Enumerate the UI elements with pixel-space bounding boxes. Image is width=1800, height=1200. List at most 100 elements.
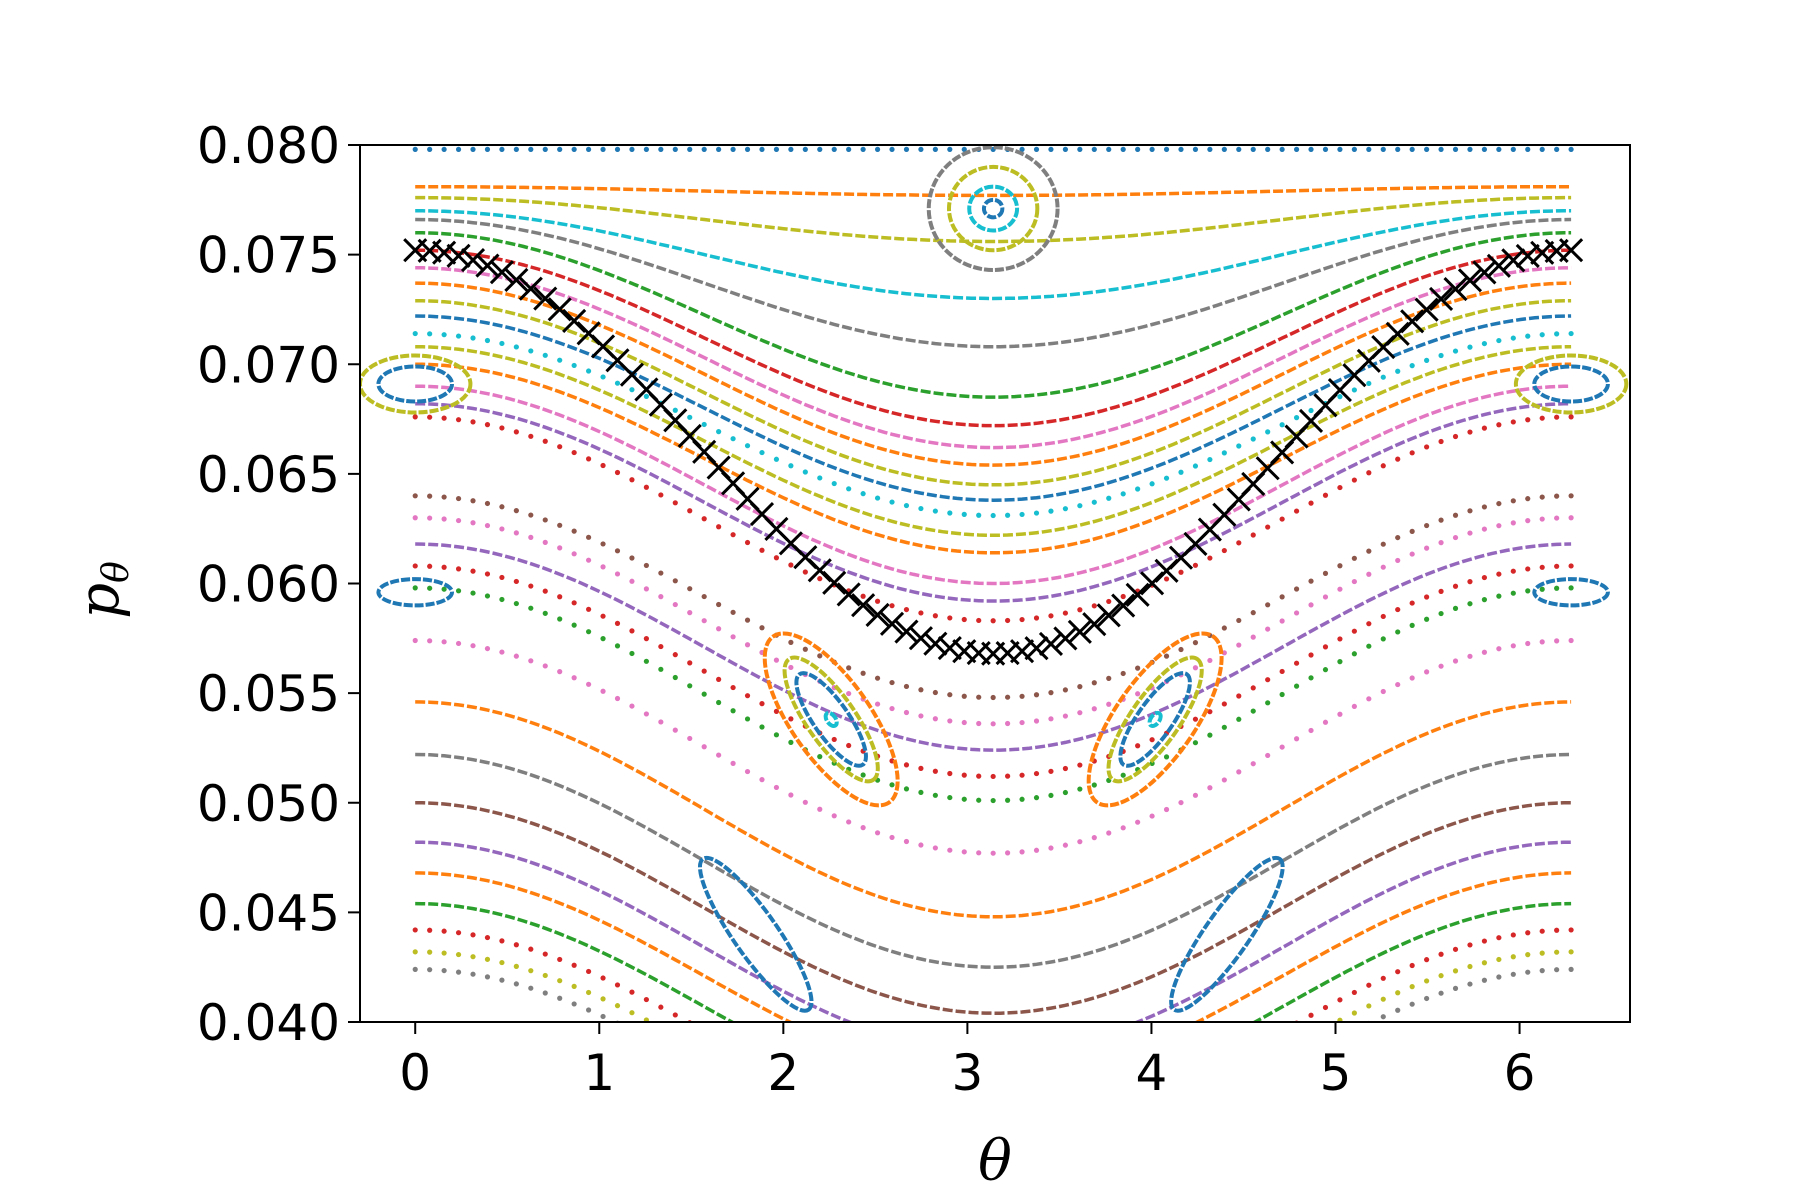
orbit-point <box>773 708 780 714</box>
orbit-point <box>614 548 621 554</box>
orbit-point <box>1322 594 1329 600</box>
orbit-point <box>542 610 548 616</box>
orbit-point <box>1395 534 1401 541</box>
orbit-point <box>1481 649 1488 655</box>
orbit-point <box>976 720 982 727</box>
orbit-point <box>1351 387 1357 393</box>
orbit-point <box>1178 469 1184 475</box>
orbit-point <box>1063 1121 1068 1126</box>
separatrix-marker <box>1067 619 1092 644</box>
orbit-point <box>643 586 649 592</box>
orbit-point <box>1438 951 1444 957</box>
orbit-point <box>441 639 447 645</box>
orbit-point <box>427 515 433 521</box>
orbit-curve <box>415 209 1572 301</box>
orbit-point <box>614 146 621 152</box>
orbit-point <box>614 695 621 702</box>
orbit-point <box>1236 1052 1241 1057</box>
orbit-point <box>1091 499 1097 505</box>
orbit-point <box>600 1013 606 1020</box>
orbit-point <box>1221 450 1227 456</box>
x-tick-label: 3 <box>951 1044 983 1102</box>
orbit-point <box>831 736 837 743</box>
orbit-point <box>962 1145 967 1150</box>
orbit-point <box>831 480 837 487</box>
orbit-point <box>1034 1144 1039 1149</box>
orbit-point <box>1467 146 1473 152</box>
orbit-point <box>1236 642 1242 648</box>
orbit-point <box>1510 498 1516 504</box>
orbit-point <box>1351 578 1357 585</box>
orbit-point <box>1149 1130 1154 1135</box>
orbit-point <box>1048 845 1054 851</box>
orbit-point <box>1308 146 1314 152</box>
y-axis-label-sub: θ <box>96 561 137 583</box>
orbit-point <box>427 949 433 955</box>
orbit-point <box>976 694 982 700</box>
orbit-point <box>860 825 866 831</box>
orbit-point <box>1106 830 1112 836</box>
orbit-point <box>1337 484 1343 491</box>
separatrix-marker <box>518 276 543 301</box>
separatrix-marker <box>1125 582 1150 607</box>
orbit-point <box>889 1132 894 1137</box>
orbit-point <box>817 1123 822 1128</box>
orbit-point <box>1380 374 1386 380</box>
orbit-point <box>1236 716 1242 722</box>
y-tick-label: 0.075 <box>197 227 340 285</box>
orbit-point <box>1525 952 1531 958</box>
orbit-point <box>1149 760 1155 767</box>
orbit-curve <box>415 401 1572 603</box>
orbit-point <box>513 530 519 536</box>
orbit-point <box>1452 146 1459 152</box>
orbit-point <box>1005 773 1011 779</box>
invariant-curves-layer <box>412 146 1574 1162</box>
orbit-point <box>918 146 924 152</box>
orbit-point <box>1481 960 1488 966</box>
orbit-point <box>1539 332 1545 338</box>
orbit-point <box>672 674 678 681</box>
orbit-point <box>1250 685 1256 691</box>
orbit-point <box>1265 626 1271 632</box>
x-tick-label: 5 <box>1320 1044 1352 1102</box>
orbit-point <box>701 146 707 152</box>
orbit-point <box>947 718 953 724</box>
orbit-point <box>1438 973 1444 979</box>
orbit-point <box>932 613 938 619</box>
orbit-point <box>1265 429 1271 435</box>
orbit-point <box>1539 415 1545 421</box>
orbit-point <box>441 494 447 500</box>
orbit-point <box>1163 806 1170 813</box>
orbit-point <box>773 555 780 561</box>
orbit-point <box>1135 1135 1140 1140</box>
orbit-point <box>1063 1157 1068 1162</box>
orbit-point <box>1048 508 1054 514</box>
orbit-point <box>672 407 678 413</box>
orbit-point <box>1568 966 1574 972</box>
orbit-point <box>817 475 823 481</box>
orbit-point <box>1265 700 1271 706</box>
orbit-point <box>1409 675 1415 681</box>
separatrix-marker <box>547 297 572 322</box>
separatrix-marker <box>504 267 529 292</box>
orbit-point <box>990 512 996 519</box>
orbit-point <box>1091 603 1097 609</box>
orbit-point <box>1554 493 1560 499</box>
orbit-point <box>1106 1145 1111 1150</box>
orbit-curve <box>415 344 1572 538</box>
orbit-point <box>744 539 751 546</box>
orbit-point <box>1481 574 1488 581</box>
orbit-point <box>455 951 462 958</box>
orbit-point <box>1092 1132 1097 1137</box>
orbit-point <box>1033 510 1040 516</box>
orbit-point <box>643 996 649 1003</box>
orbit-point <box>1221 701 1227 707</box>
orbit-point <box>1337 1017 1343 1022</box>
orbit-point <box>1250 634 1256 640</box>
orbit-point <box>614 380 621 386</box>
orbit-curve <box>415 281 1572 467</box>
orbit-point <box>1568 949 1574 955</box>
x-tick-label: 2 <box>767 1044 799 1102</box>
orbit-point <box>730 634 736 640</box>
orbit-point <box>1221 724 1227 730</box>
